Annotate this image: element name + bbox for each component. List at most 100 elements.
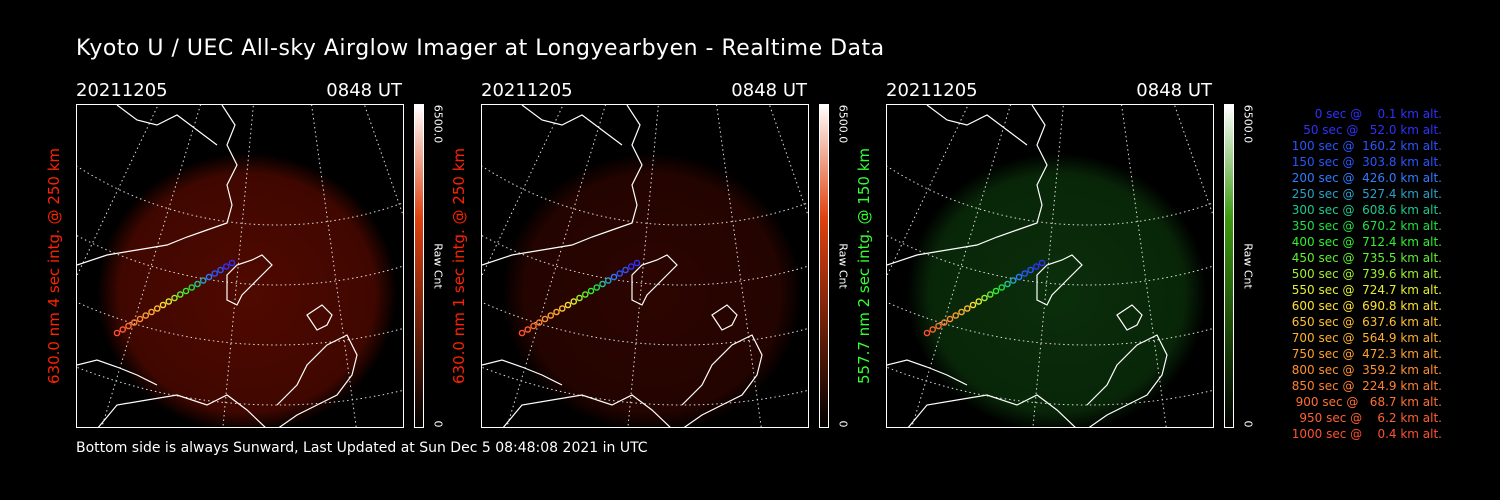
legend-entry: 600 sec @ 690.8 km alt. (1291, 299, 1442, 313)
trajectory-point-18 (935, 322, 942, 330)
trajectory-point-19 (119, 326, 127, 333)
all-sky-image (481, 104, 809, 428)
trajectory-point-4 (610, 273, 618, 281)
trajectory-point-10 (171, 294, 178, 302)
trajectory-point-18 (530, 322, 537, 330)
trajectory-point-4 (205, 273, 213, 281)
trajectory-point-20 (518, 329, 526, 337)
trajectory-point-2 (622, 266, 629, 274)
trajectory-point-2 (217, 266, 224, 274)
legend-entry: 400 sec @ 712.4 km alt. (1291, 235, 1442, 249)
trajectory-point-1 (627, 263, 635, 270)
wavelength-label-text: 630.0 nm 4 sec intg. @ 250 km (45, 147, 63, 385)
legend-entry: 300 sec @ 608.6 km alt. (1291, 203, 1442, 217)
trajectory-point-3 (211, 270, 219, 277)
trajectory-point-10 (981, 294, 988, 302)
trajectory-point-0 (1038, 259, 1046, 267)
trajectory-point-4 (1015, 273, 1023, 281)
trajectory-point-12 (969, 301, 977, 309)
trajectory-point-7 (188, 284, 196, 291)
trajectory-point-5 (1009, 277, 1017, 284)
graticule (887, 105, 1213, 427)
trajectory-point-12 (159, 301, 167, 309)
coastlines (77, 105, 358, 427)
trajectory-point-6 (1004, 280, 1011, 288)
colorbar-min-text: 0 (431, 420, 445, 428)
trajectory-point-17 (535, 319, 543, 326)
colorbar (819, 104, 829, 428)
panel-time: 0848 UT (326, 80, 402, 101)
all-sky-map-svg (887, 105, 1213, 427)
rocket-trajectory (923, 259, 1046, 337)
trajectory-point-1 (1032, 263, 1040, 270)
trajectory-point-20 (113, 329, 121, 337)
coastlines (482, 105, 763, 427)
trajectory-point-0 (633, 259, 641, 267)
legend-entry: 50 sec @ 52.0 km alt. (1303, 123, 1442, 137)
trajectory-point-11 (975, 298, 983, 305)
colorbar-min-text: 0 (1241, 420, 1255, 428)
trajectory-point-8 (992, 287, 1000, 295)
legend-entry: 350 sec @ 670.2 km alt. (1291, 219, 1442, 233)
colorbar-unit-text: Raw Cnt (836, 243, 850, 289)
rocket-trajectory (113, 259, 236, 337)
trajectory-point-13 (153, 305, 161, 312)
trajectory-point-6 (194, 280, 201, 288)
legend-entry: 200 sec @ 426.0 km alt. (1291, 171, 1442, 185)
trajectory-point-15 (952, 312, 960, 319)
trajectory-point-15 (547, 312, 555, 319)
trajectory-point-13 (558, 305, 566, 312)
trajectory-point-17 (130, 319, 138, 326)
airglow-panel-2: 20211205 0848 UT 630.0 nm 1 sec intg. @ 25… (450, 80, 891, 430)
trajectory-point-16 (136, 315, 144, 323)
trajectory-point-9 (986, 291, 994, 298)
legend-entry: 550 sec @ 724.7 km alt. (1291, 283, 1442, 297)
trajectory-point-15 (142, 312, 150, 319)
airglow-panel-3: 20211205 0848 UT 557.7 nm 2 sec intg. @ 15… (855, 80, 1296, 430)
legend-entry: 650 sec @ 637.6 km alt. (1291, 315, 1442, 329)
trajectory-point-17 (940, 319, 948, 326)
colorbar (414, 104, 424, 428)
legend-entry: 700 sec @ 564.9 km alt. (1291, 331, 1442, 345)
legend-entry: 950 sec @ 6.2 km alt. (1299, 411, 1442, 425)
trajectory-point-14 (148, 308, 155, 316)
trajectory-point-19 (929, 326, 937, 333)
legend-entry: 500 sec @ 739.6 km alt. (1291, 267, 1442, 281)
colorbar-unit-text: Raw Cnt (431, 243, 445, 289)
legend-entry: 900 sec @ 68.7 km alt. (1295, 395, 1442, 409)
panel-date: 20211205 (481, 80, 573, 101)
graticule (77, 105, 403, 427)
trajectory-point-16 (946, 315, 954, 323)
all-sky-map-svg (77, 105, 403, 427)
colorbar-max-text: 6500.0 (836, 104, 850, 144)
panel-time: 0848 UT (731, 80, 807, 101)
trajectory-point-3 (1021, 270, 1029, 277)
trajectory-point-7 (998, 284, 1006, 291)
legend-entry: 1000 sec @ 0.4 km alt. (1291, 427, 1442, 441)
legend-entry: 150 sec @ 303.8 km alt. (1291, 155, 1442, 169)
all-sky-image (76, 104, 404, 428)
colorbar-unit-text: Raw Cnt (1241, 243, 1255, 289)
colorbar-max-text: 6500.0 (1241, 104, 1255, 144)
panel-date: 20211205 (886, 80, 978, 101)
trajectory-legend: 0 sec @ 0.1 km alt. 50 sec @ 52.0 km alt.… (1262, 106, 1442, 442)
legend-entry: 450 sec @ 735.5 km alt. (1291, 251, 1442, 265)
colorbar-max-text: 6500.0 (431, 104, 445, 144)
wavelength-label-text: 557.7 nm 2 sec intg. @ 150 km (855, 147, 873, 385)
panel-time: 0848 UT (1136, 80, 1212, 101)
colorbar (1224, 104, 1234, 428)
trajectory-point-16 (541, 315, 549, 323)
legend-entry: 250 sec @ 527.4 km alt. (1291, 187, 1442, 201)
airglow-panel-1: 20211205 0848 UT 630.0 nm 4 sec intg. @ 25… (45, 80, 486, 430)
legend-entry: 850 sec @ 224.9 km alt. (1291, 379, 1442, 393)
trajectory-point-19 (524, 326, 532, 333)
trajectory-point-8 (182, 287, 190, 295)
trajectory-point-7 (593, 284, 601, 291)
panel-date: 20211205 (76, 80, 168, 101)
all-sky-map-svg (482, 105, 808, 427)
trajectory-point-14 (958, 308, 965, 316)
trajectory-point-13 (963, 305, 971, 312)
trajectory-point-5 (199, 277, 207, 284)
legend-entry: 0 sec @ 0.1 km alt. (1314, 107, 1442, 121)
wavelength-label-text: 630.0 nm 1 sec intg. @ 250 km (450, 147, 468, 385)
